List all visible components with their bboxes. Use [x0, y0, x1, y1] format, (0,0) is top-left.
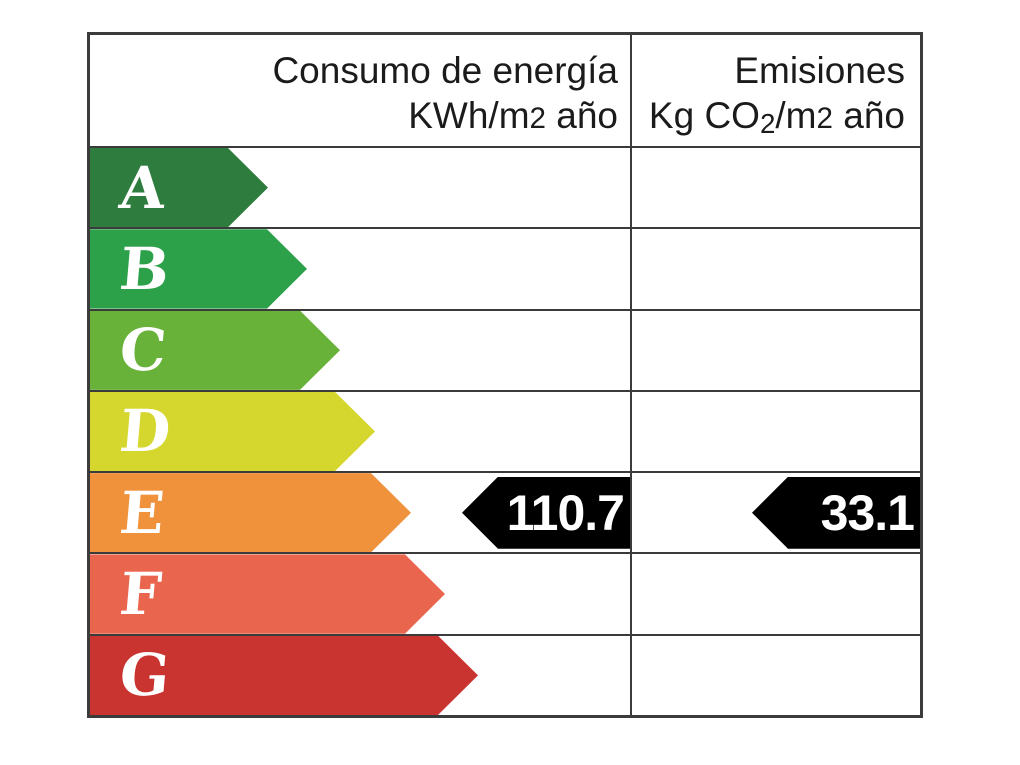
consumption-header-line2: KWh/m2 año — [408, 95, 618, 136]
grade-letter-c: C — [117, 316, 170, 385]
grade-letter-f: F — [117, 560, 165, 629]
grade-row-e: E 110.7 33.1 — [90, 473, 920, 555]
consumption-value: 110.7 — [506, 484, 625, 541]
emissions-header-line1: Emisiones — [734, 50, 905, 91]
consumption-value-arrow: 110.7 — [462, 476, 630, 549]
emissions-cell-a — [632, 148, 920, 227]
emissions-co2-subscript: 2 — [759, 107, 776, 139]
grade-row-b: B — [90, 229, 920, 311]
consumption-cell-d: D — [90, 391, 632, 472]
emissions-cell-f — [632, 554, 920, 633]
grade-bar-a: A — [90, 148, 268, 227]
grade-row-g: G — [90, 635, 920, 715]
consumption-cell-a: A — [90, 148, 632, 228]
grade-rows: A B C D — [90, 148, 920, 715]
emissions-header-line2: Kg CO2/m2 año — [648, 95, 905, 139]
emissions-cell-b — [632, 229, 920, 308]
emissions-value-arrow: 33.1 — [752, 476, 920, 549]
emissions-cell-c — [632, 311, 920, 390]
consumption-cell-b: B — [90, 229, 632, 309]
consumption-cell-e: E 110.7 — [90, 473, 632, 553]
table-header: Consumo de energía KWh/m2 año Emisiones … — [90, 35, 920, 148]
emissions-header: Emisiones Kg CO2/m2 año — [632, 35, 920, 146]
grade-letter-g: G — [117, 641, 173, 710]
energy-rating-table: Consumo de energía KWh/m2 año Emisiones … — [87, 32, 923, 718]
grade-letter-d: D — [117, 397, 174, 466]
grade-row-c: C — [90, 310, 920, 392]
grade-bar-d: D — [90, 392, 375, 471]
grade-bar-f: F — [90, 554, 445, 633]
emissions-cell-d — [632, 392, 920, 471]
consumption-unit-exponent: 2 — [529, 102, 546, 135]
grade-bar-e: E — [90, 473, 411, 552]
consumption-header-line1: Consumo de energía — [272, 50, 618, 91]
emissions-value: 33.1 — [820, 484, 915, 541]
grade-bar-c: C — [90, 311, 340, 390]
grade-bar-b: B — [90, 229, 307, 308]
consumption-cell-f: F — [90, 554, 632, 634]
emissions-cell-g — [632, 636, 920, 715]
grade-letter-a: A — [117, 153, 168, 222]
grade-letter-e: E — [117, 478, 168, 547]
grade-row-f: F — [90, 554, 920, 636]
emissions-cell-e: 33.1 — [632, 473, 920, 552]
consumption-cell-g: G — [90, 635, 632, 715]
grade-bar-g: G — [90, 636, 478, 715]
emissions-unit-exponent: 2 — [816, 102, 833, 135]
consumption-header: Consumo de energía KWh/m2 año — [90, 35, 632, 146]
grade-letter-b: B — [117, 234, 173, 303]
grade-row-d: D — [90, 391, 920, 474]
grade-row-a: A — [90, 148, 920, 230]
consumption-cell-c: C — [90, 310, 632, 390]
